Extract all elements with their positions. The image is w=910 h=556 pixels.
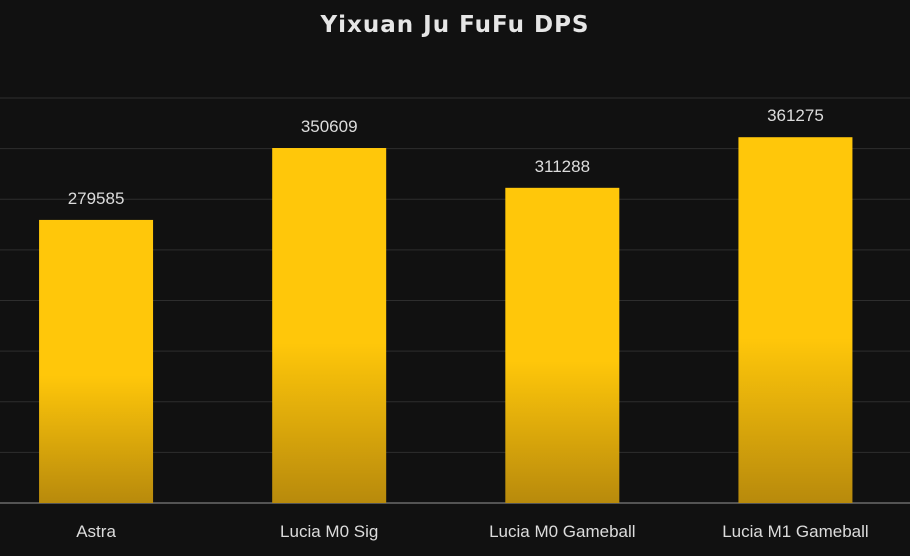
data-label: 311288 [535, 157, 590, 176]
bar [505, 187, 620, 503]
data-label: 361275 [767, 106, 824, 125]
bar [272, 148, 387, 503]
bar [39, 219, 154, 504]
data-label: 279585 [68, 189, 125, 208]
data-label: 350609 [301, 117, 358, 136]
x-tick-label: Astra [76, 522, 116, 541]
x-tick-label: Lucia M0 Sig [280, 522, 378, 541]
x-tick-label: Lucia M0 Gameball [489, 522, 635, 541]
chart-title: Yixuan Ju FuFu DPS [320, 12, 590, 38]
x-tick-label: Lucia M1 Gameball [722, 522, 868, 541]
bar [738, 137, 853, 504]
